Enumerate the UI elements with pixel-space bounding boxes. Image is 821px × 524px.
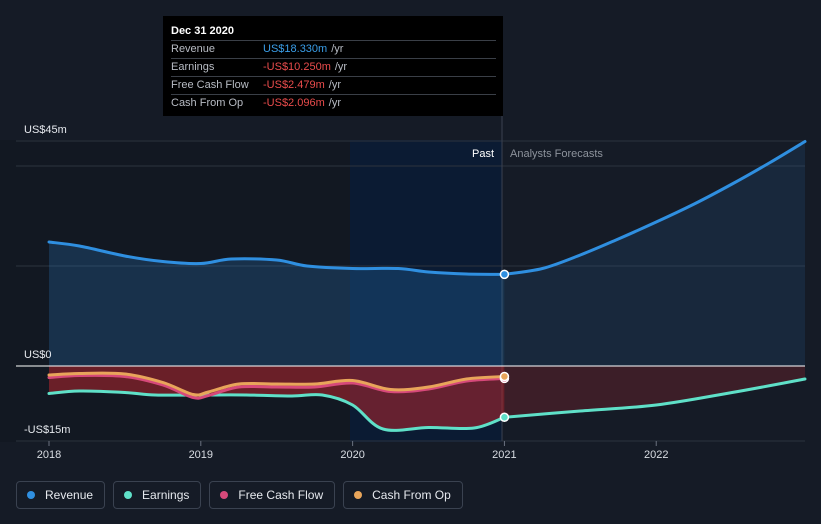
tooltip-label: Free Cash Flow <box>171 79 249 91</box>
tooltip-row-earnings: Earnings -US$10.250m /yr <box>171 58 496 76</box>
x-axis: 2018 2019 2020 2021 2022 <box>37 441 668 461</box>
tooltip-value: -US$10.250m <box>263 61 331 73</box>
revenue-area <box>49 242 505 366</box>
tooltip-row-cash-from-op: Cash From Op -US$2.096m /yr <box>171 94 496 112</box>
legend-label: Revenue <box>45 488 94 502</box>
earnings-forecast-line <box>502 377 807 419</box>
past-label: Past <box>472 148 494 160</box>
y-tick-label: US$0 <box>24 349 52 361</box>
free-cash-flow-line <box>47 373 506 400</box>
x-tick-label: 2019 <box>189 449 213 461</box>
tooltip-label: Earnings <box>171 61 215 73</box>
earnings-forecast-area <box>504 366 805 418</box>
legend-dot-icon <box>124 491 133 499</box>
revenue-forecast-line <box>502 140 807 276</box>
x-tick-label: 2020 <box>340 449 364 461</box>
legend-label: Free Cash Flow <box>238 488 324 502</box>
tooltip-label: Cash From Op <box>171 97 244 109</box>
earnings-marker[interactable] <box>499 412 510 422</box>
cash-from-op-marker[interactable] <box>499 371 510 382</box>
forecast-label: Analysts Forecasts <box>510 148 603 160</box>
x-tick-label: 2018 <box>37 449 61 461</box>
x-tick-label: 2022 <box>644 449 668 461</box>
series-areas <box>49 141 805 431</box>
tooltip-date: Dec 31 2020 <box>171 25 234 37</box>
tooltip: Dec 31 2020 Revenue US$18.330m /yr Earni… <box>163 16 503 116</box>
legend-item-free-cash-flow[interactable]: Free Cash Flow <box>209 481 336 509</box>
tooltip-unit: /yr <box>334 61 348 73</box>
y-tick-label: -US$15m <box>24 424 70 436</box>
tooltip-row-free-cash-flow: Free Cash Flow -US$2.479m /yr <box>171 76 496 94</box>
legend-item-revenue[interactable]: Revenue <box>16 481 106 509</box>
tooltip-unit: /yr <box>328 79 341 91</box>
legend-item-cash-from-op[interactable]: Cash From Op <box>343 481 463 509</box>
legend-label: Cash From Op <box>372 488 451 502</box>
tooltip-value: US$18.330m <box>263 43 328 55</box>
revenue-line <box>47 240 506 276</box>
series-markers <box>499 269 510 422</box>
earnings-line <box>47 389 506 432</box>
legend-dot-icon <box>220 491 229 499</box>
tooltip-unit: /yr <box>328 97 341 109</box>
tooltip-value: -US$2.479m <box>263 79 325 91</box>
y-tick-label: US$45m <box>24 124 67 136</box>
tooltip-value: -US$2.096m <box>263 97 325 109</box>
series-lines <box>47 140 807 432</box>
tooltip-row-revenue: Revenue US$18.330m /yr <box>171 40 496 58</box>
tooltip-label: Revenue <box>171 43 216 55</box>
legend-dot-icon <box>354 491 363 499</box>
tooltip-unit: /yr <box>331 43 344 55</box>
legend-item-earnings[interactable]: Earnings <box>113 481 202 509</box>
legend: Revenue Earnings Free Cash Flow Cash Fro… <box>16 481 463 509</box>
x-tick-label: 2021 <box>492 449 516 461</box>
cash-from-op-line <box>47 371 506 397</box>
legend-label: Earnings <box>142 488 190 502</box>
revenue-forecast-area <box>504 141 805 366</box>
legend-dot-icon <box>27 491 35 499</box>
revenue-marker[interactable] <box>499 269 510 280</box>
